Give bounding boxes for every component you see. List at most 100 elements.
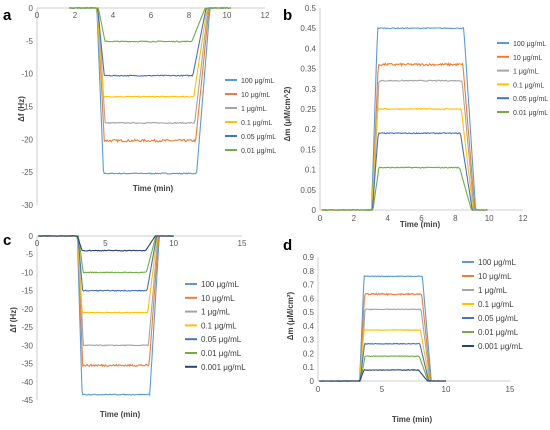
panel-b-x-tick: 8 — [453, 214, 458, 223]
panel-d-ticks: 0 0.1 0.2 0.3 0.4 0.5 0.6 0.7 0.8 0.9 0 5 10 15 — [303, 253, 515, 394]
panel-a-y-tick: -5 — [26, 37, 34, 46]
legend-label: 10 μg/mL — [478, 272, 512, 281]
panel-a-ylabel: Δf (Hz) — [17, 96, 26, 122]
legend-label: 1 μg/mL — [241, 106, 267, 113]
panel-d-y-tick: 0.2 — [303, 349, 315, 358]
panel-a-y-tick: -20 — [21, 135, 33, 144]
legend-label: 1 μg/mL — [201, 308, 231, 317]
panel-a-x-tick: 6 — [149, 11, 154, 20]
legend-label: 10 μg/mL — [241, 92, 270, 99]
legend-label: 0.05 μg/mL — [513, 96, 548, 103]
panel-a-legend: 100 μg/mL 10 μg/mL 1 μg/mL 0.1 μg/mL 0.05 μg… — [225, 78, 276, 155]
legend-label: 0.01 μg/mL — [513, 110, 548, 117]
panel-d-x-tick: 0 — [316, 385, 321, 394]
panel-c-x-tick: 0 — [35, 239, 40, 248]
panel-a-x-tick: 4 — [111, 11, 116, 20]
legend-label: 0.1 μg/mL — [241, 120, 272, 127]
panel-d-y-tick: 0.4 — [303, 322, 315, 331]
panel-a-x-tick: 8 — [187, 11, 192, 20]
panel-a-xlabel: Time (min) — [133, 184, 174, 193]
panel-c-y-tick: 0 — [29, 232, 34, 241]
panel-d-x-tick: 5 — [380, 385, 385, 394]
panel-a-x-tick: 0 — [35, 11, 40, 20]
panel-b-x-tick: 2 — [352, 214, 357, 223]
panel-b-x-tick: 10 — [485, 214, 494, 223]
panel-c-x-tick: 10 — [169, 239, 178, 248]
panel-c-chart: c Δf (Hz) Time (min) 0-5-10-15-20-25-30-… — [3, 232, 247, 419]
panel-c-ylabel: Δf (Hz) — [9, 307, 18, 333]
legend-label: 0.05 μg/mL — [201, 335, 242, 344]
legend-label: 100 μg/mL — [513, 41, 546, 48]
panel-c-ticks: 0-5-10-15-20-25-30-35-40-450 5 10 15 — [21, 232, 247, 405]
panel-b-y-tick: 0.05 — [300, 186, 316, 195]
legend-label: 100 μg/mL — [201, 280, 240, 289]
panel-b-y-tick: 0 — [312, 206, 317, 215]
legend-label: 0.01 μg/mL — [201, 349, 242, 358]
panel-a-y-tick: -30 — [21, 201, 33, 210]
legend-label: 1 μg/mL — [478, 286, 508, 295]
panel-d-y-tick: 0.1 — [303, 363, 315, 372]
panel-d-xlabel: Time (min) — [392, 415, 433, 424]
legend-label: 10 μg/mL — [513, 55, 542, 62]
panel-d-ylabel: Δm (μM/cm²) — [286, 291, 295, 340]
panel-b-y-tick: 0.15 — [300, 145, 316, 154]
panel-c-legend: 100 μg/mL 10 μg/mL 1 μg/mL 0.1 μg/mL 0.05 μg… — [185, 280, 246, 372]
legend-label: 0.1 μg/mL — [201, 321, 237, 330]
panel-b-y-tick: 0.35 — [300, 65, 316, 74]
panel-d-y-tick: 0.8 — [303, 267, 315, 276]
panel-a-chart: a Δf (Hz) Time (min) 0 -5 -10 -15 -20 -25 -30 0… — [3, 4, 276, 210]
legend-label: 0.05 μg/mL — [241, 134, 276, 141]
panel-a-letter: a — [3, 7, 12, 24]
series-line — [38, 235, 174, 397]
panel-d-legend: 100 μg/mL 10 μg/mL 1 μg/mL 0.1 μg/mL 0.05 μg… — [462, 258, 523, 351]
panel-b-x-tick: 12 — [519, 214, 528, 223]
legend-label: 0.05 μg/mL — [478, 314, 519, 323]
panel-b-x-tick: 4 — [385, 214, 390, 223]
panel-d-y-tick: 0.7 — [303, 281, 315, 290]
legend-label: 0.001 μg/mL — [201, 363, 246, 372]
panel-b-y-tick: 0.1 — [305, 166, 317, 175]
panel-c-y-tick: -35 — [21, 360, 33, 369]
panel-c-traces — [38, 235, 174, 397]
legend-label: 0.001 μg/mL — [478, 342, 523, 351]
panel-b-letter: b — [283, 7, 292, 24]
panel-b-y-tick: 0.2 — [305, 125, 317, 134]
panel-d-y-tick: 0.5 — [303, 308, 315, 317]
series-line — [321, 107, 488, 211]
panel-b-y-tick: 0.4 — [305, 44, 317, 53]
series-line — [69, 7, 231, 125]
panel-c-letter: c — [3, 232, 11, 249]
panel-a-y-tick: -10 — [21, 70, 33, 79]
panel-b-y-tick: 0.25 — [300, 105, 316, 114]
panel-c-y-tick: -20 — [21, 305, 33, 314]
legend-label: 0.1 μg/mL — [513, 82, 544, 89]
panel-d-traces — [319, 275, 447, 382]
panel-b-y-tick: 0.5 — [305, 4, 317, 13]
legend-label: 10 μg/mL — [201, 294, 235, 303]
panel-d-x-tick: 15 — [506, 385, 515, 394]
legend-label: 1 μg/mL — [513, 69, 539, 76]
panel-d-y-tick: 0.6 — [303, 294, 315, 303]
panel-c-y-tick: -40 — [21, 378, 33, 387]
panel-c-y-tick: -25 — [21, 323, 33, 332]
panel-b-y-tick: 0.45 — [300, 24, 316, 33]
panel-d-y-tick: 0.3 — [303, 336, 315, 345]
panel-c-y-tick: -30 — [21, 341, 33, 350]
panel-c-y-tick: -5 — [26, 250, 34, 259]
panel-c-xlabel: Time (min) — [100, 410, 141, 419]
series-line — [38, 235, 174, 252]
panel-d-y-tick: 0.9 — [303, 253, 315, 262]
panel-d-x-tick: 10 — [442, 385, 451, 394]
legend-label: 0.01 μg/mL — [241, 148, 276, 155]
panel-a-x-tick: 12 — [261, 11, 270, 20]
panel-a-traces — [69, 7, 232, 175]
series-line — [321, 132, 488, 211]
panel-d-chart: d Δm (μM/cm²) Time (min) 0 0.1 0.2 0.3 0.4 0.… — [283, 237, 523, 424]
panel-d-letter: d — [283, 237, 292, 254]
panel-b-legend: 100 μg/mL 10 μg/mL 1 μg/mL 0.1 μg/mL 0.05 μg… — [497, 41, 548, 117]
panel-b-xlabel: Time (min) — [400, 220, 441, 229]
panel-c-y-tick: -15 — [21, 287, 33, 296]
panel-c-y-tick: -45 — [21, 396, 33, 405]
panel-b-traces — [321, 26, 488, 211]
panel-b-x-tick: 0 — [318, 214, 323, 223]
